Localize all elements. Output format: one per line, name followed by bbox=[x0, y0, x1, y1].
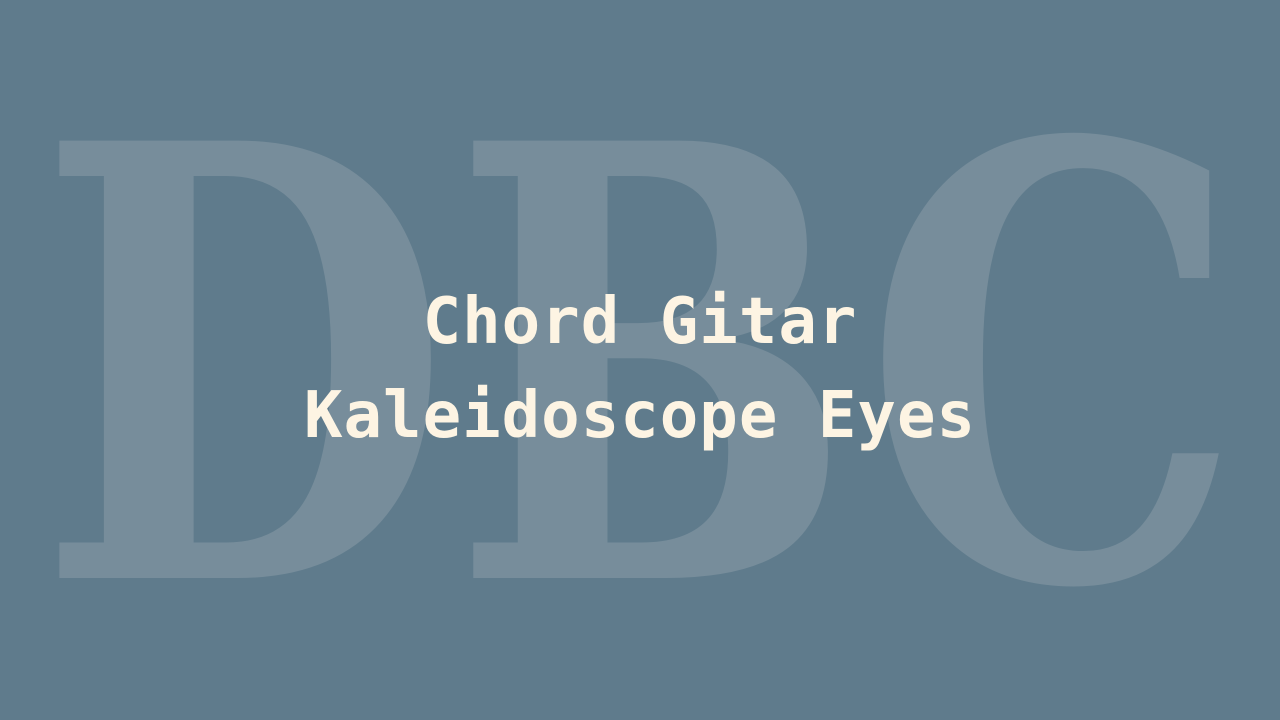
title-line-2: Kaleidoscope Eyes bbox=[303, 379, 977, 453]
title-line-1: Chord Gitar bbox=[422, 285, 858, 359]
song-title: Chord Gitar Kaleidoscope Eyes bbox=[0, 275, 1280, 463]
watermark-text: DBC bbox=[37, 15, 1243, 720]
